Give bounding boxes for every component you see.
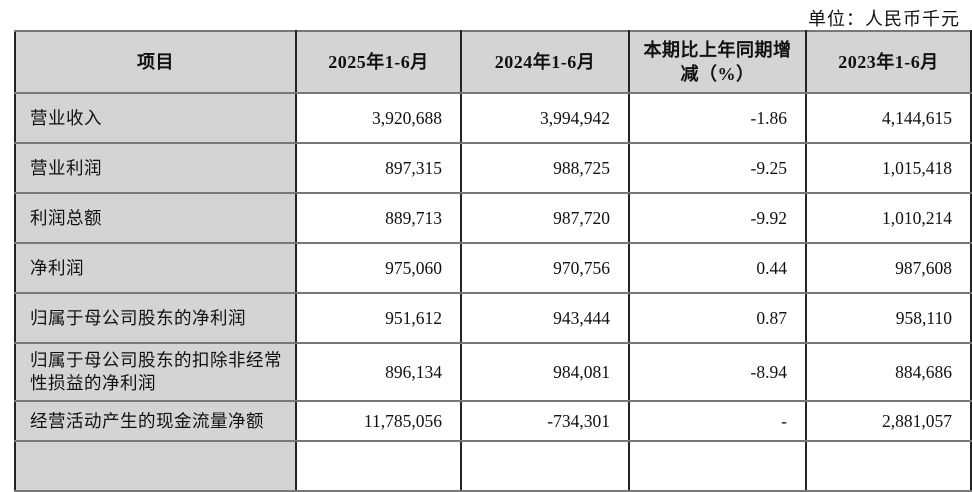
value-2024-cell bbox=[460, 440, 630, 492]
change-cell: -9.92 bbox=[628, 192, 807, 244]
value-2023-cell: 987,608 bbox=[805, 242, 972, 294]
value-2025-cell: 951,612 bbox=[295, 292, 462, 344]
header-2024: 2024年1-6月 bbox=[460, 30, 630, 94]
financial-summary-table: 项目 2025年1-6月 2024年1-6月 本期比上年同期增减（%） 2023… bbox=[14, 30, 972, 492]
change-cell: - bbox=[628, 400, 807, 442]
item-cell: 经营活动产生的现金流量净额 bbox=[14, 400, 297, 442]
value-2024-cell: 3,994,942 bbox=[460, 92, 630, 144]
value-2024-cell: 984,081 bbox=[460, 342, 630, 402]
value-2024-cell: 987,720 bbox=[460, 192, 630, 244]
change-cell bbox=[628, 440, 807, 492]
value-2025-cell: 3,920,688 bbox=[295, 92, 462, 144]
value-2023-cell: 884,686 bbox=[805, 342, 972, 402]
change-cell: 0.44 bbox=[628, 242, 807, 294]
value-2023-cell: 1,015,418 bbox=[805, 142, 972, 194]
item-cell: 营业利润 bbox=[14, 142, 297, 194]
item-cell: 归属于母公司股东的净利润 bbox=[14, 292, 297, 344]
table-row: 归属于母公司股东的扣除非经常性损益的净利润 896,134 984,081 -8… bbox=[14, 342, 972, 402]
value-2024-cell: 970,756 bbox=[460, 242, 630, 294]
value-2025-cell bbox=[295, 440, 462, 492]
value-2024-cell: 943,444 bbox=[460, 292, 630, 344]
value-2024-cell: -734,301 bbox=[460, 400, 630, 442]
table-body: 营业收入 3,920,688 3,994,942 -1.86 4,144,615… bbox=[14, 92, 972, 492]
table-row: 归属于母公司股东的净利润 951,612 943,444 0.87 958,11… bbox=[14, 292, 972, 344]
value-2025-cell: 975,060 bbox=[295, 242, 462, 294]
header-2023: 2023年1-6月 bbox=[805, 30, 972, 94]
table-row bbox=[14, 440, 972, 492]
value-2023-cell: 2,881,057 bbox=[805, 400, 972, 442]
item-cell: 归属于母公司股东的扣除非经常性损益的净利润 bbox=[14, 342, 297, 402]
value-2025-cell: 897,315 bbox=[295, 142, 462, 194]
value-2023-cell: 1,010,214 bbox=[805, 192, 972, 244]
change-cell: 0.87 bbox=[628, 292, 807, 344]
unit-label: 单位：人民币千元 bbox=[808, 9, 960, 29]
item-cell: 净利润 bbox=[14, 242, 297, 294]
item-cell: 利润总额 bbox=[14, 192, 297, 244]
change-cell: -8.94 bbox=[628, 342, 807, 402]
value-2025-cell: 896,134 bbox=[295, 342, 462, 402]
value-2023-cell: 958,110 bbox=[805, 292, 972, 344]
table-header: 项目 2025年1-6月 2024年1-6月 本期比上年同期增减（%） 2023… bbox=[14, 30, 972, 94]
table-row: 营业利润 897,315 988,725 -9.25 1,015,418 bbox=[14, 142, 972, 194]
item-cell: 营业收入 bbox=[14, 92, 297, 144]
value-2023-cell bbox=[805, 440, 972, 492]
change-cell: -1.86 bbox=[628, 92, 807, 144]
header-row: 项目 2025年1-6月 2024年1-6月 本期比上年同期增减（%） 2023… bbox=[14, 30, 972, 94]
header-item: 项目 bbox=[14, 30, 297, 94]
value-2025-cell: 11,785,056 bbox=[295, 400, 462, 442]
item-cell bbox=[14, 440, 297, 492]
document-page: { "unit_label": "单位：人民币千元", "table": { "… bbox=[14, 9, 972, 492]
value-2023-cell: 4,144,615 bbox=[805, 92, 972, 144]
header-2025: 2025年1-6月 bbox=[295, 30, 462, 94]
table-row: 营业收入 3,920,688 3,994,942 -1.86 4,144,615 bbox=[14, 92, 972, 144]
value-2024-cell: 988,725 bbox=[460, 142, 630, 194]
change-cell: -9.25 bbox=[628, 142, 807, 194]
table-row: 净利润 975,060 970,756 0.44 987,608 bbox=[14, 242, 972, 294]
table-row: 经营活动产生的现金流量净额 11,785,056 -734,301 - 2,88… bbox=[14, 400, 972, 442]
value-2025-cell: 889,713 bbox=[295, 192, 462, 244]
table-row: 利润总额 889,713 987,720 -9.92 1,010,214 bbox=[14, 192, 972, 244]
header-change: 本期比上年同期增减（%） bbox=[628, 30, 807, 94]
